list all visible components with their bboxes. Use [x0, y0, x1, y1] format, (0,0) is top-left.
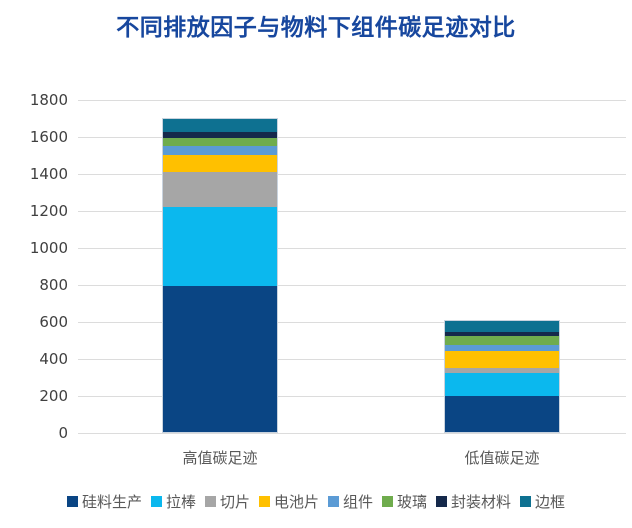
legend-item: 电池片 — [258, 491, 319, 512]
bar-segment-边框 — [445, 321, 559, 332]
y-axis-tick-label: 1000 — [29, 239, 68, 257]
gridline — [78, 359, 626, 360]
legend-item: 边框 — [520, 491, 565, 512]
gridline — [78, 396, 626, 397]
legend-swatch — [150, 496, 162, 507]
stacked-bar — [444, 320, 560, 433]
legend-label: 组件 — [343, 493, 374, 511]
bar-segment-硅料生产 — [163, 285, 277, 432]
bar-segment-封装材料 — [163, 132, 277, 138]
legend-item: 玻璃 — [382, 491, 427, 512]
y-axis-tick-label: 1800 — [29, 91, 68, 109]
y-axis-tick-label: 400 — [39, 350, 68, 368]
legend-swatch — [258, 496, 270, 507]
category-label: 低值碳足迹 — [464, 449, 540, 467]
stacked-bar — [162, 118, 278, 433]
legend-swatch — [520, 496, 532, 507]
gridline — [78, 285, 626, 286]
legend-label: 封装材料 — [451, 493, 512, 511]
y-axis-tick-label: 1600 — [29, 128, 68, 146]
y-axis-tick-label: 200 — [39, 387, 68, 405]
gridline — [78, 248, 626, 249]
bar-segment-电池片 — [163, 155, 277, 173]
y-axis-tick-label: 600 — [39, 313, 68, 331]
gridline — [78, 174, 626, 175]
legend-label: 玻璃 — [397, 493, 428, 511]
category-label: 高值碳足迹 — [182, 449, 258, 467]
legend-item: 封装材料 — [436, 491, 511, 512]
bar-segment-玻璃 — [445, 335, 559, 346]
legend-item: 硅料生产 — [66, 491, 142, 512]
bar-segment-切片 — [445, 368, 559, 373]
y-axis-tick-label: 800 — [39, 276, 68, 294]
legend-label: 边框 — [535, 493, 566, 511]
legend-label: 拉棒 — [165, 493, 196, 511]
legend-swatch — [328, 496, 339, 507]
legend-swatch — [204, 496, 216, 507]
legend-label: 硅料生产 — [81, 493, 142, 511]
bar-segment-硅料生产 — [445, 395, 559, 432]
gridline — [78, 433, 626, 434]
bar-segment-组件 — [163, 146, 277, 156]
gridline — [78, 137, 626, 138]
bar-segment-拉棒 — [163, 207, 277, 286]
y-axis-tick-label: 1200 — [29, 202, 68, 220]
gridline — [78, 100, 626, 101]
legend-item: 拉棒 — [150, 491, 196, 512]
legend-swatch — [382, 496, 394, 507]
legend-swatch — [66, 496, 78, 507]
legend-item: 组件 — [328, 491, 373, 512]
bar-segment-组件 — [445, 345, 559, 351]
legend-item: 切片 — [204, 491, 250, 512]
legend: 硅料生产 拉棒 切片 电池片 组件 玻璃 封装材料 边框 — [0, 491, 632, 512]
bar-segment-玻璃 — [163, 137, 277, 147]
gridline — [78, 211, 626, 212]
plot-area — [78, 100, 626, 434]
legend-swatch — [436, 496, 448, 507]
gridline — [78, 322, 626, 323]
bar-segment-边框 — [163, 119, 277, 133]
chart-title: 不同排放因子与物料下组件碳足迹对比 — [116, 15, 516, 41]
y-axis-tick-label: 1400 — [29, 165, 68, 183]
bar-segment-拉棒 — [445, 372, 559, 396]
bar-segment-电池片 — [445, 350, 559, 369]
y-axis: 0 200 400 600 800 1000 1200 1400 1600 1800 — [0, 91, 72, 442]
bar-segment-封装材料 — [445, 331, 559, 336]
x-axis-labels: 高值碳足迹 低值碳足迹 — [78, 447, 626, 471]
y-axis-tick-label: 0 — [58, 424, 68, 442]
bar-segment-切片 — [163, 172, 277, 208]
legend-label: 电池片 — [273, 493, 319, 511]
legend-label: 切片 — [219, 493, 250, 511]
